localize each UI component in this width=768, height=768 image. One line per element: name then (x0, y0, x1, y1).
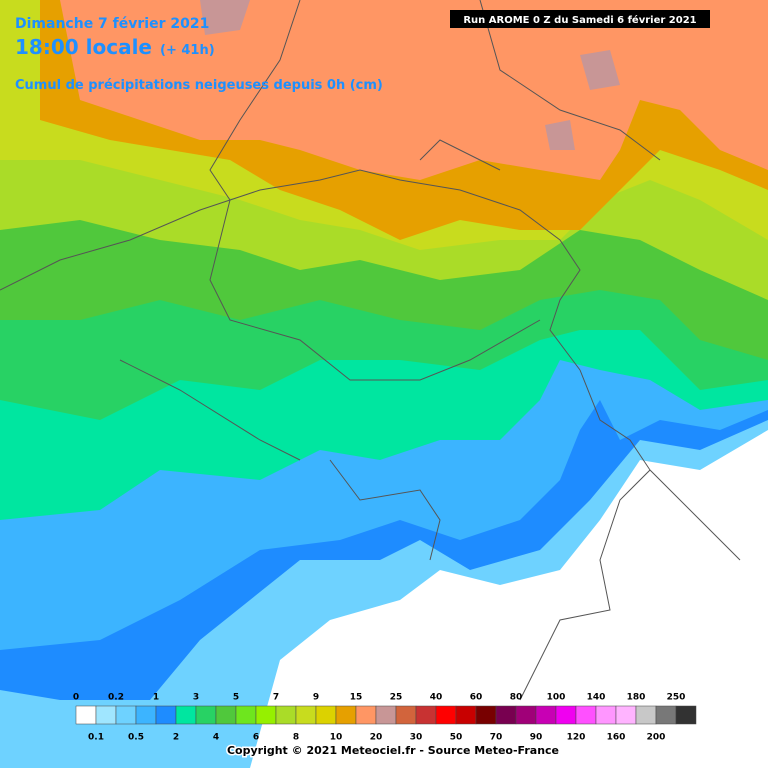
legend-label: 15 (350, 693, 363, 703)
legend-swatch (95, 705, 117, 725)
legend-label: 20 (370, 733, 383, 743)
legend-label: 140 (587, 693, 606, 703)
legend-swatch (215, 705, 237, 725)
legend-swatch (135, 705, 157, 725)
legend-label: 25 (390, 693, 403, 703)
legend-label: 250 (667, 693, 686, 703)
legend-swatch (175, 705, 197, 725)
legend-label: 9 (313, 693, 319, 703)
legend-label: 60 (470, 693, 483, 703)
legend-swatch (635, 705, 657, 725)
legend-swatch (355, 705, 377, 725)
legend-label: 30 (410, 733, 423, 743)
legend-label: 0.2 (108, 693, 124, 703)
legend-swatch (275, 705, 297, 725)
legend-label: 6 (253, 733, 259, 743)
legend-swatch (115, 705, 137, 725)
lead-time: (+ 41h) (160, 43, 215, 58)
legend-swatch (195, 705, 217, 725)
legend-swatch (155, 705, 177, 725)
legend-label: 0 (73, 693, 79, 703)
legend-label: 0.5 (128, 733, 144, 743)
legend-swatch (335, 705, 357, 725)
legend-swatch (415, 705, 437, 725)
legend-swatch (435, 705, 457, 725)
legend-swatch (75, 705, 97, 725)
legend-swatch (595, 705, 617, 725)
legend-swatch (495, 705, 517, 725)
legend-swatch (475, 705, 497, 725)
run-label: Run AROME 0 Z du Samedi 6 février 2021 (463, 14, 696, 26)
legend-label: 80 (510, 693, 523, 703)
legend-label: 3 (193, 693, 199, 703)
legend-label: 10 (330, 733, 343, 743)
run-box (450, 10, 710, 28)
legend-swatch (395, 705, 417, 725)
legend-swatch (575, 705, 597, 725)
legend-label: 100 (547, 693, 566, 703)
subtitle: Cumul de précipitations neigeuses depuis… (15, 78, 383, 93)
legend-label: 2 (173, 733, 179, 743)
legend-swatch (375, 705, 397, 725)
legend-swatch (295, 705, 317, 725)
legend-swatch (515, 705, 537, 725)
copyright: Copyright © 2021 Meteociel.fr - Source M… (227, 744, 559, 757)
legend-swatch (255, 705, 277, 725)
legend-label: 70 (490, 733, 503, 743)
legend-swatch (615, 705, 637, 725)
legend-swatch (555, 705, 577, 725)
legend-label: 40 (430, 693, 443, 703)
legend-label: 50 (450, 733, 463, 743)
legend-label: 90 (530, 733, 543, 743)
legend-label: 1 (153, 693, 159, 703)
borders (0, 0, 741, 701)
legend-label: 0.1 (88, 733, 104, 743)
time: 18:00 locale (15, 35, 152, 59)
legend-swatch (535, 705, 557, 725)
legend-swatch (235, 705, 257, 725)
legend-label: 4 (213, 733, 219, 743)
legend-swatch (655, 705, 677, 725)
legend-swatch (315, 705, 337, 725)
legend-label: 200 (647, 733, 666, 743)
legend-label: 5 (233, 693, 239, 703)
date: Dimanche 7 février 2021 (15, 16, 209, 32)
legend: 0 0.1 0.2 0.5 1 2 3 4 5 6 7 8 9 10 15 20 25 30 40 50 60 70 80 9… (73, 693, 697, 743)
legend-label: 8 (293, 733, 299, 743)
legend-swatch (675, 705, 697, 725)
legend-label: 120 (567, 733, 586, 743)
legend-label: 180 (627, 693, 646, 703)
legend-label: 7 (273, 693, 279, 703)
legend-label: 160 (607, 733, 626, 743)
legend-swatch (455, 705, 477, 725)
